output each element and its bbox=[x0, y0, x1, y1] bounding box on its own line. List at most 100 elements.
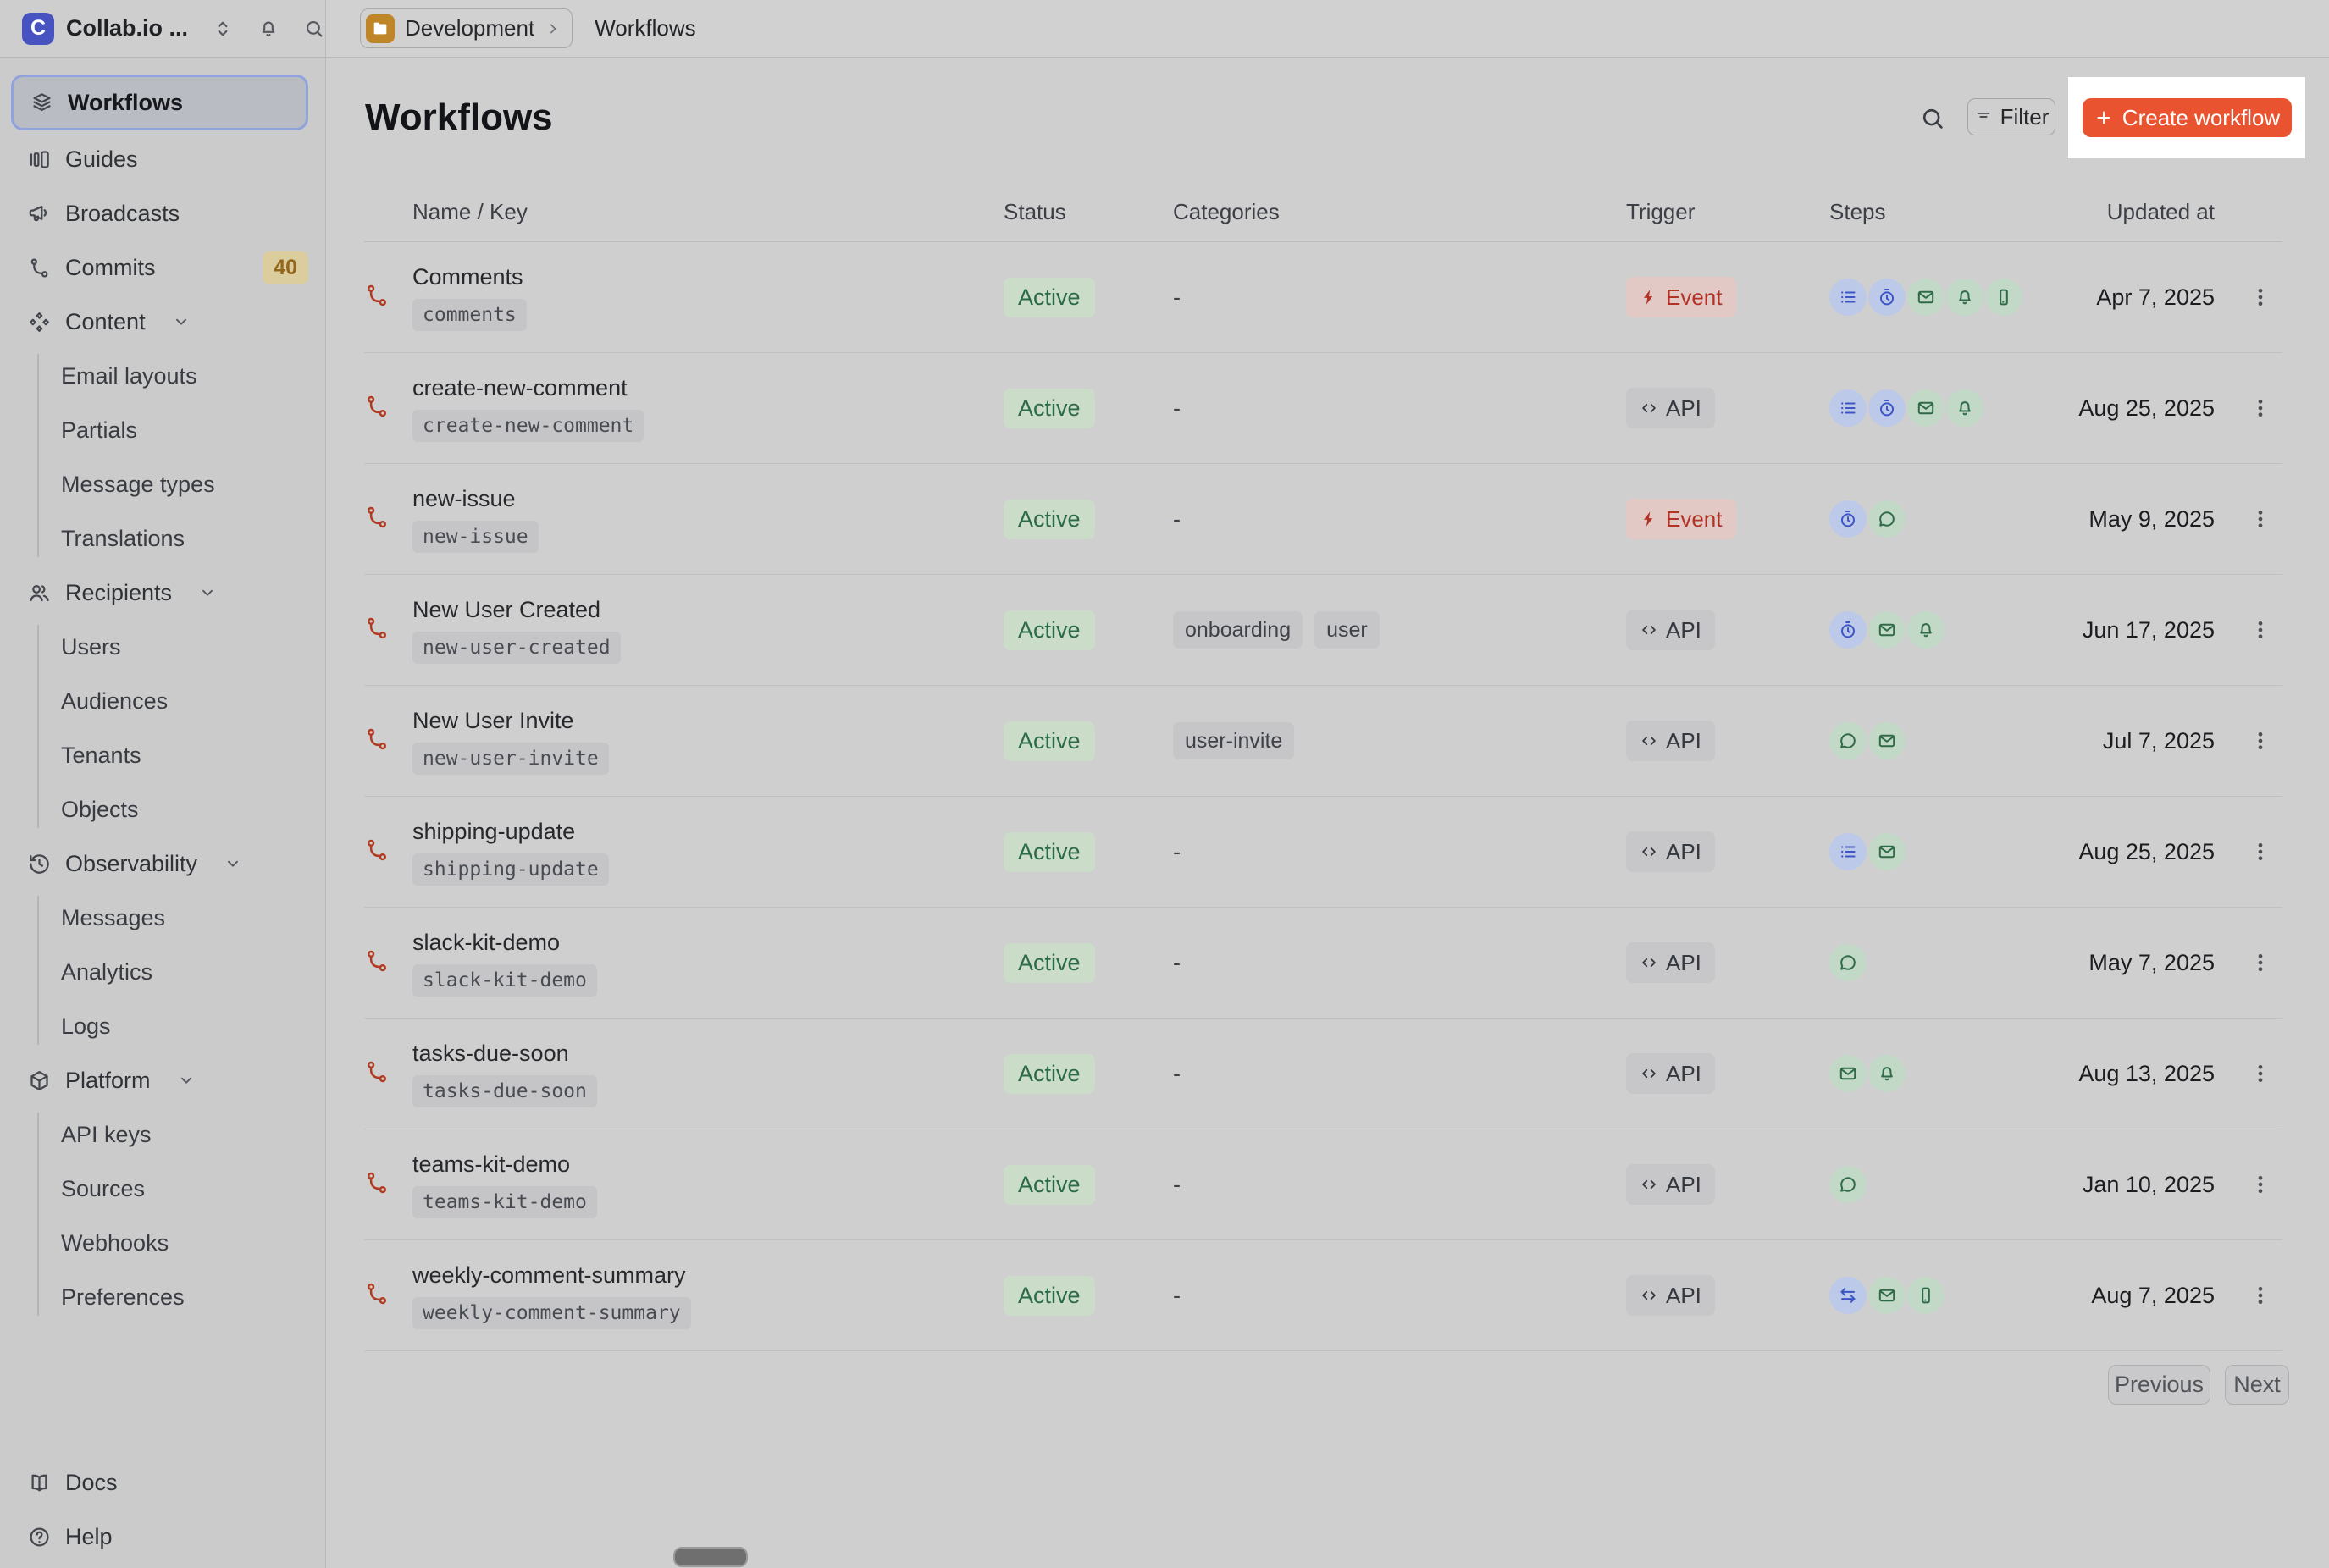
global-search-icon[interactable] bbox=[303, 18, 325, 40]
table-row-slack-kit-demo[interactable]: slack-kit-demo slack-kit-demo Active - A… bbox=[364, 908, 2282, 1019]
table-row-new-user-created[interactable]: New User Created new-user-created Active… bbox=[364, 575, 2282, 686]
sidebar-item-tenants[interactable]: Tenants bbox=[0, 728, 325, 782]
status-badge: Active bbox=[1004, 1164, 1095, 1205]
org-switcher[interactable]: C Collab.io ... bbox=[0, 0, 326, 57]
step-delay bbox=[1868, 279, 1906, 316]
col-status: Status bbox=[1004, 198, 1066, 224]
chevron-right-icon bbox=[545, 20, 562, 37]
trigger-label: Event bbox=[1666, 284, 1723, 310]
org-selector-icon[interactable] bbox=[212, 18, 234, 40]
sidebar-item-analytics[interactable]: Analytics bbox=[0, 945, 325, 999]
row-menu-kebab-icon[interactable] bbox=[2249, 505, 2272, 533]
sidebar-item-api-keys[interactable]: API keys bbox=[0, 1107, 325, 1162]
email-icon bbox=[1877, 842, 1897, 862]
table-search-icon[interactable] bbox=[1919, 105, 1946, 132]
steps-cell bbox=[1829, 1055, 2071, 1092]
create-workflow-button[interactable]: Create workflow bbox=[2082, 98, 2292, 137]
filter-label: Filter bbox=[2000, 103, 2050, 130]
workflow-icon bbox=[364, 1170, 390, 1195]
workflow-key: new-user-created bbox=[412, 631, 621, 664]
sidebar-item-email-layouts[interactable]: Email layouts bbox=[0, 349, 325, 403]
code-brackets-icon bbox=[1640, 621, 1658, 639]
row-menu-kebab-icon[interactable] bbox=[2249, 616, 2272, 644]
step-delay bbox=[1829, 611, 1867, 649]
email-icon bbox=[1877, 731, 1897, 751]
sidebar-item-docs[interactable]: Docs bbox=[0, 1455, 325, 1510]
sidebar-item-broadcasts[interactable]: Broadcasts bbox=[0, 186, 325, 240]
delay-icon bbox=[1838, 620, 1858, 640]
sidebar-item-logs[interactable]: Logs bbox=[0, 999, 325, 1053]
step-chat bbox=[1829, 1166, 1867, 1203]
row-menu-kebab-icon[interactable] bbox=[2249, 394, 2272, 422]
workflow-icon bbox=[364, 1059, 390, 1085]
horizontal-scrollbar-thumb[interactable] bbox=[673, 1547, 748, 1567]
category-tag: user bbox=[1314, 611, 1380, 649]
sidebar-item-objects[interactable]: Objects bbox=[0, 782, 325, 836]
sidebar-item-workflows[interactable]: Workflows bbox=[11, 75, 308, 130]
col-categories: Categories bbox=[1173, 198, 1280, 224]
sidebar-item-commits[interactable]: Commits 40 bbox=[0, 240, 325, 295]
table-row-teams-kit-demo[interactable]: teams-kit-demo teams-kit-demo Active - A… bbox=[364, 1129, 2282, 1240]
email-icon bbox=[1877, 1285, 1897, 1306]
create-workflow-label: Create workflow bbox=[2122, 104, 2281, 130]
sidebar-item-users[interactable]: Users bbox=[0, 620, 325, 674]
code-brackets-icon bbox=[1640, 1064, 1658, 1083]
table-row-shipping-update[interactable]: shipping-update shipping-update Active -… bbox=[364, 797, 2282, 908]
breadcrumb-page: Workflows bbox=[595, 15, 696, 41]
filter-button[interactable]: Filter bbox=[1967, 98, 2055, 135]
row-menu-kebab-icon[interactable] bbox=[2249, 283, 2272, 312]
sidebar-subitem-label: Email layouts bbox=[61, 362, 197, 389]
branch-icon bbox=[28, 257, 51, 279]
trigger-badge-event: Event bbox=[1626, 277, 1736, 317]
step-fetch bbox=[1829, 1277, 1867, 1314]
table-row-new-user-invite[interactable]: New User Invite new-user-invite Active u… bbox=[364, 686, 2282, 797]
sidebar-item-translations[interactable]: Translations bbox=[0, 511, 325, 566]
in-app-icon bbox=[1955, 287, 1975, 307]
table-row-weekly-comment-summary[interactable]: weekly-comment-summary weekly-comment-su… bbox=[364, 1240, 2282, 1351]
sidebar-item-observability[interactable]: Observability bbox=[0, 836, 325, 891]
row-menu-kebab-icon[interactable] bbox=[2249, 948, 2272, 977]
row-menu-kebab-icon[interactable] bbox=[2249, 1170, 2272, 1199]
workflow-name: New User Invite bbox=[412, 707, 574, 733]
previous-button[interactable]: Previous bbox=[2108, 1365, 2210, 1405]
sidebar-item-platform[interactable]: Platform bbox=[0, 1053, 325, 1107]
row-menu-kebab-icon[interactable] bbox=[2249, 1281, 2272, 1310]
folder-icon bbox=[371, 19, 390, 38]
code-brackets-icon bbox=[1640, 953, 1658, 972]
sidebar-item-guides[interactable]: Guides bbox=[0, 132, 325, 186]
fetch-icon bbox=[1838, 1285, 1858, 1306]
next-button[interactable]: Next bbox=[2225, 1365, 2289, 1405]
categories-cell: - bbox=[1173, 1283, 1626, 1309]
delay-icon bbox=[1877, 398, 1897, 418]
sidebar-item-partials[interactable]: Partials bbox=[0, 403, 325, 457]
sidebar-item-help[interactable]: Help bbox=[0, 1510, 325, 1564]
sidebar-item-label: Help bbox=[65, 1523, 113, 1549]
row-menu-kebab-icon[interactable] bbox=[2249, 1059, 2272, 1088]
table-row-create-new-comment[interactable]: create-new-comment create-new-comment Ac… bbox=[364, 353, 2282, 464]
users-icon bbox=[28, 582, 51, 605]
sidebar-item-message-types[interactable]: Message types bbox=[0, 457, 325, 511]
org-name: Collab.io ... bbox=[65, 15, 188, 41]
table-row-comments[interactable]: Comments comments Active - Event Apr 7, … bbox=[364, 242, 2282, 353]
step-email bbox=[1829, 1055, 1867, 1092]
sidebar-item-preferences[interactable]: Preferences bbox=[0, 1270, 325, 1324]
sidebar-item-messages[interactable]: Messages bbox=[0, 891, 325, 945]
step-push bbox=[1985, 279, 2022, 316]
step-batch bbox=[1829, 833, 1867, 870]
sidebar-subitem-label: Objects bbox=[61, 796, 139, 822]
sidebar-item-sources[interactable]: Sources bbox=[0, 1162, 325, 1216]
sidebar-item-audiences[interactable]: Audiences bbox=[0, 674, 325, 728]
row-menu-kebab-icon[interactable] bbox=[2249, 726, 2272, 755]
sidebar-item-webhooks[interactable]: Webhooks bbox=[0, 1216, 325, 1270]
chat-icon bbox=[1838, 731, 1858, 751]
notifications-bell-icon[interactable] bbox=[257, 18, 279, 40]
sidebar-item-recipients[interactable]: Recipients bbox=[0, 566, 325, 620]
environment-switcher[interactable]: Development bbox=[360, 8, 573, 48]
table-row-tasks-due-soon[interactable]: tasks-due-soon tasks-due-soon Active - A… bbox=[364, 1019, 2282, 1129]
sidebar-item-content[interactable]: Content bbox=[0, 295, 325, 349]
step-delay bbox=[1829, 500, 1867, 538]
row-menu-kebab-icon[interactable] bbox=[2249, 837, 2272, 866]
table-row-new-issue[interactable]: new-issue new-issue Active - Event May 9… bbox=[364, 464, 2282, 575]
categories-cell: - bbox=[1173, 1172, 1626, 1198]
batch-icon bbox=[1838, 842, 1858, 862]
